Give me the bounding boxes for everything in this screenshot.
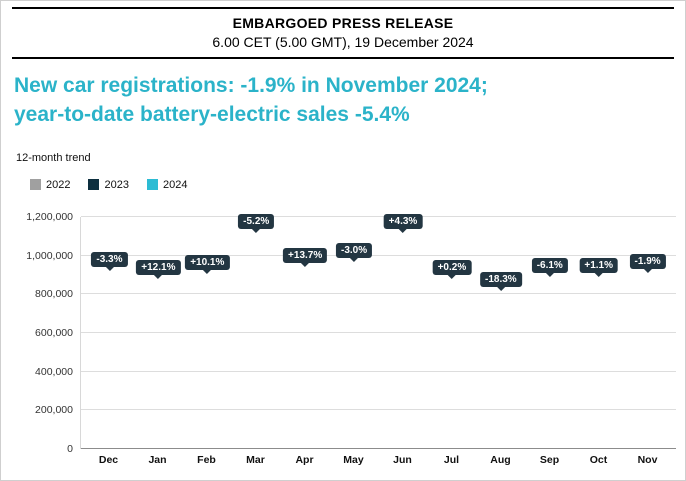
bar-group-Nov: -1.9%: [623, 217, 672, 449]
bar-group-Sep: -6.1%: [525, 217, 574, 449]
legend-label: 2022: [46, 178, 71, 191]
pct-change-callout: -3.0%: [336, 243, 373, 263]
pct-change-callout: +1.1%: [579, 257, 618, 277]
bar-group-Apr: +13.7%: [281, 217, 330, 449]
y-axis: 0 200,000 400,000 600,000 800,000 1,000,000 1,…: [10, 211, 80, 455]
embargo-header: EMBARGOED PRESS RELEASE 6.00 CET (5.00 G…: [12, 7, 674, 59]
y-tick-label: 1,000,000: [26, 249, 73, 262]
bar-group-Aug: -18.3%: [476, 217, 525, 449]
pct-change-callout: -18.3%: [479, 272, 522, 292]
plot-area: -3.3% +12.1% +10.1% -5.2% +13.7% -3.0% +4.3% +0…: [80, 214, 676, 449]
pct-change-callout: +4.3%: [383, 214, 423, 234]
pct-change-callout: -1.9%: [629, 253, 666, 273]
pct-change-callout: -5.2%: [238, 214, 275, 234]
bar-group-Jun: +4.3%: [379, 214, 428, 449]
x-tick-label: Aug: [490, 453, 511, 466]
bar-group-Jul: +0.2%: [427, 217, 476, 449]
pct-change-callout: +13.7%: [283, 248, 328, 268]
page-title: New car registrations: -1.9% in November…: [14, 72, 672, 130]
bar-group-Jan: +12.1%: [134, 217, 183, 449]
pct-change-callout: +0.2%: [432, 260, 472, 280]
x-axis-line: [81, 447, 676, 449]
y-tick-label: 400,000: [35, 365, 73, 378]
bar-chart: 0 200,000 400,000 600,000 800,000 1,000,000 1,…: [10, 211, 676, 466]
gridline: [81, 254, 676, 256]
legend-swatch: [146, 179, 158, 191]
page-title-line1: New car registrations: -1.9% in November…: [14, 74, 488, 97]
legend-label: 2024: [162, 178, 188, 191]
gridline: [81, 370, 676, 372]
x-tick-label: Feb: [197, 453, 216, 466]
bar-group-Dec: -3.3%: [85, 217, 134, 449]
y-tick-label: 200,000: [35, 404, 73, 417]
y-tick-label: 0: [67, 442, 73, 455]
bar-group-Mar: -5.2%: [232, 214, 281, 449]
x-tick-label: Jun: [393, 453, 412, 466]
gridline: [81, 215, 676, 217]
legend-item-2024: 2024: [146, 178, 188, 191]
legend-label: 2023: [104, 178, 129, 191]
legend-swatch: [88, 179, 100, 191]
gridline: [81, 331, 676, 333]
bar-group-Feb: +10.1%: [183, 217, 232, 449]
pct-change-callout: -3.3%: [91, 251, 128, 271]
plot-column: -3.3% +12.1% +10.1% -5.2% +13.7% -3.0% +4.3% +0…: [80, 214, 676, 466]
y-tick-label: 600,000: [35, 326, 73, 339]
x-tick-label: May: [343, 453, 364, 466]
embargo-datetime: 6.00 CET (5.00 GMT), 19 December 2024: [212, 34, 474, 50]
legend-item-2023: 2023: [88, 178, 129, 191]
pct-change-callout: +12.1%: [136, 260, 181, 280]
page-title-line2: year-to-date battery-electric sales -5.4…: [14, 102, 410, 126]
x-tick-label: Dec: [98, 453, 119, 466]
chart-legend: 2022 2023 2024: [30, 179, 672, 191]
gridline: [81, 293, 676, 295]
y-tick-label: 800,000: [35, 288, 73, 301]
bar-group-Oct: +1.1%: [574, 217, 623, 449]
legend-item-2022: 2022: [30, 179, 70, 191]
bar-group-May: -3.0%: [330, 217, 379, 449]
y-tick-label: 1,200,000: [26, 210, 73, 223]
embargo-title: EMBARGOED PRESS RELEASE: [232, 15, 454, 31]
gridline: [81, 409, 676, 411]
x-tick-label: Nov: [637, 453, 658, 466]
x-tick-label: Jul: [443, 453, 460, 466]
x-tick-label: Mar: [246, 453, 265, 466]
x-axis: Dec Jan Feb Mar Apr May Jun Jul Aug Sep Oct Nov: [80, 454, 676, 466]
pct-change-callout: -6.1%: [531, 258, 568, 278]
x-tick-label: Oct: [589, 453, 608, 466]
x-tick-label: Sep: [539, 453, 560, 466]
x-tick-label: Jan: [148, 453, 167, 466]
trend-label: 12-month trend: [16, 151, 91, 164]
x-tick-label: Apr: [295, 453, 314, 466]
legend-swatch: [30, 179, 41, 191]
pct-change-callout: +10.1%: [185, 254, 230, 274]
